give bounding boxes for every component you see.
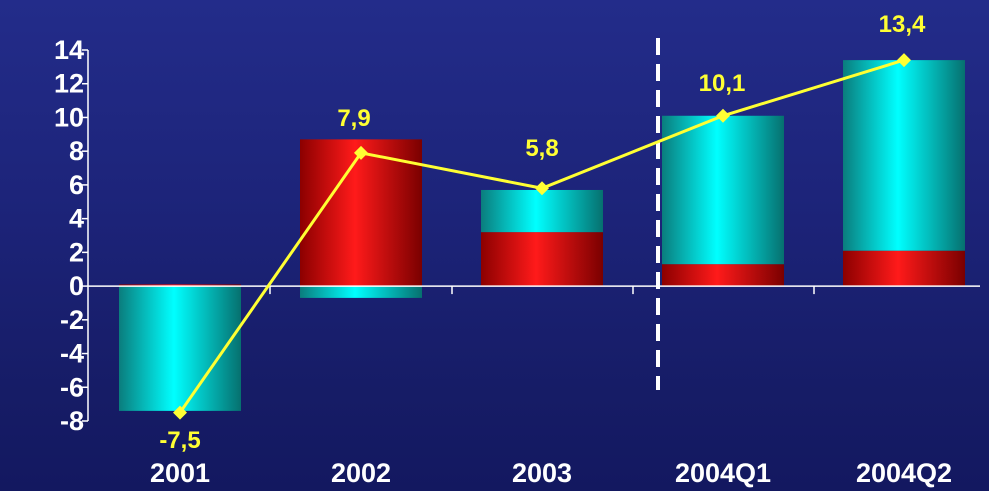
y-tick-label: 0 (69, 271, 84, 301)
y-tick-label: 2 (69, 237, 84, 267)
bar-cyan-2003 (481, 189, 603, 233)
data-label: 5,8 (525, 135, 558, 162)
y-tick-label: -2 (60, 305, 84, 335)
axes-layer (82, 38, 980, 422)
x-category-label: 2004Q2 (856, 458, 952, 488)
bar-red-2004Q2 (843, 250, 965, 287)
bar-cyan-2001 (119, 286, 241, 411)
line-marker (716, 108, 730, 123)
x-category-label: 2001 (150, 458, 210, 488)
y-tick-label: 8 (69, 136, 84, 166)
data-label: -7,5 (159, 427, 200, 454)
bar-cyan-2004Q1 (662, 115, 784, 265)
line-marker (897, 53, 911, 68)
y-tick-label: 12 (54, 69, 84, 99)
x-category-label: 2004Q1 (675, 458, 771, 488)
y-tick-label: -8 (60, 406, 84, 436)
bar-red-2003 (481, 232, 603, 287)
y-tick-label: -6 (60, 372, 84, 402)
data-label: 13,4 (879, 11, 926, 38)
data-label: 7,9 (337, 105, 370, 132)
y-tick-label: 14 (54, 35, 84, 65)
x-category-label: 2003 (512, 458, 572, 488)
line-marker (354, 145, 368, 160)
x-category-label: 2002 (331, 458, 391, 488)
y-tick-label: 6 (69, 170, 84, 200)
line-layer (173, 53, 911, 420)
y-tick-label: 4 (69, 204, 84, 234)
y-tick-label: 10 (54, 102, 84, 132)
bar-red-2001 (119, 284, 241, 287)
line-marker (535, 181, 549, 196)
bar-cyan-2002 (300, 286, 422, 298)
bar-red-2004Q1 (662, 264, 784, 287)
bars-layer (119, 60, 965, 411)
y-tick-label: -4 (60, 339, 84, 369)
data-label: 10,1 (699, 70, 746, 97)
bar-cyan-2004Q2 (843, 60, 965, 251)
line-marker (173, 405, 187, 420)
